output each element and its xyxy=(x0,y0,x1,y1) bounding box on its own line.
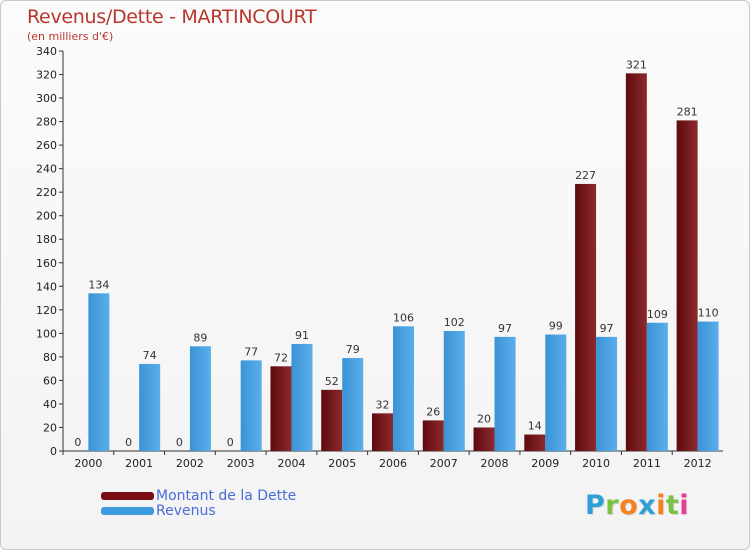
x-tick-label: 2009 xyxy=(531,457,559,470)
y-tick-label: 300 xyxy=(36,92,57,105)
y-tick-label: 120 xyxy=(36,304,57,317)
revenue-bar xyxy=(444,331,465,451)
logo-letter: P xyxy=(585,490,605,521)
debt-value-label: 0 xyxy=(125,436,132,449)
legend-label-revenue: Revenus xyxy=(156,503,216,519)
debt-value-label: 26 xyxy=(426,405,440,418)
debt-bar xyxy=(474,427,495,451)
x-tick-label: 2004 xyxy=(277,457,305,470)
y-tick-label: 260 xyxy=(36,139,57,152)
x-tick-label: 2005 xyxy=(328,457,356,470)
y-tick-label: 140 xyxy=(36,280,57,293)
y-tick-label: 220 xyxy=(36,186,57,199)
y-tick-label: 340 xyxy=(36,45,57,58)
debt-value-label: 20 xyxy=(477,412,491,425)
x-tick-label: 2002 xyxy=(176,457,204,470)
x-tick-label: 2001 xyxy=(125,457,153,470)
legend-label-debt: Montant de la Dette xyxy=(156,488,296,504)
revenue-bar xyxy=(190,346,211,451)
x-tick-label: 2007 xyxy=(430,457,458,470)
revenue-bar xyxy=(342,358,363,451)
legend-swatch-debt xyxy=(101,492,154,500)
y-tick-label: 20 xyxy=(43,421,57,434)
x-tick-label: 2003 xyxy=(227,457,255,470)
revenue-value-label: 106 xyxy=(393,311,414,324)
debt-bar xyxy=(321,390,342,451)
debt-bar xyxy=(423,420,444,451)
debt-value-label: 52 xyxy=(325,375,339,388)
revenue-bar xyxy=(698,322,719,451)
debt-bar xyxy=(524,435,545,451)
proxiti-logo: Proxiti xyxy=(585,490,689,521)
revenue-value-label: 74 xyxy=(143,349,157,362)
revenue-bar xyxy=(596,337,617,451)
logo-letter: i xyxy=(679,490,689,521)
y-tick-label: 320 xyxy=(36,69,57,82)
revenue-value-label: 77 xyxy=(244,345,258,358)
x-tick-label: 2010 xyxy=(582,457,610,470)
debt-bar xyxy=(575,184,596,451)
debt-value-label: 227 xyxy=(575,169,596,182)
debt-bar xyxy=(626,73,647,451)
debt-value-label: 0 xyxy=(176,436,183,449)
debt-value-label: 32 xyxy=(376,398,390,411)
legend-item-debt: Montant de la Dette xyxy=(101,488,296,503)
revenue-bar xyxy=(139,364,160,451)
y-tick-label: 40 xyxy=(43,398,57,411)
logo-letter: o xyxy=(619,490,638,521)
y-tick-label: 100 xyxy=(36,327,57,340)
revenue-bar xyxy=(495,337,516,451)
revenue-value-label: 79 xyxy=(346,343,360,356)
revenue-value-label: 89 xyxy=(193,331,207,344)
revenue-value-label: 99 xyxy=(549,320,563,333)
debt-value-label: 0 xyxy=(74,436,81,449)
revenue-bar xyxy=(291,344,312,451)
y-tick-label: 60 xyxy=(43,374,57,387)
revenue-bar xyxy=(241,360,262,451)
debt-value-label: 321 xyxy=(626,58,647,71)
legend-swatch-revenue xyxy=(101,507,154,515)
y-tick-label: 80 xyxy=(43,351,57,364)
debt-value-label: 14 xyxy=(528,420,542,433)
y-tick-label: 0 xyxy=(50,445,57,458)
debt-value-label: 281 xyxy=(677,105,698,118)
revenue-bar xyxy=(393,326,414,451)
debt-bar xyxy=(270,366,291,451)
legend: Montant de la Dette Revenus xyxy=(101,488,296,518)
revenue-value-label: 110 xyxy=(698,307,719,320)
revenue-bar xyxy=(545,335,566,451)
logo-letter: x xyxy=(638,490,656,521)
x-tick-label: 2012 xyxy=(684,457,712,470)
y-tick-label: 240 xyxy=(36,163,57,176)
logo-letter: i xyxy=(656,490,666,521)
debt-bar xyxy=(372,413,393,451)
logo-letter: t xyxy=(666,490,679,521)
revenue-value-label: 102 xyxy=(444,316,465,329)
revenue-bar xyxy=(88,293,109,451)
y-tick-label: 200 xyxy=(36,210,57,223)
revenue-value-label: 91 xyxy=(295,329,309,342)
y-tick-label: 280 xyxy=(36,116,57,129)
x-tick-label: 2006 xyxy=(379,457,407,470)
x-tick-label: 2008 xyxy=(481,457,509,470)
debt-value-label: 0 xyxy=(227,436,234,449)
revenue-value-label: 97 xyxy=(498,322,512,335)
debt-value-label: 72 xyxy=(274,351,288,364)
y-tick-label: 180 xyxy=(36,233,57,246)
x-tick-label: 2000 xyxy=(74,457,102,470)
revenue-value-label: 134 xyxy=(88,278,109,291)
legend-item-revenue: Revenus xyxy=(101,503,296,518)
revenue-bar xyxy=(647,323,668,451)
revenue-value-label: 109 xyxy=(647,308,668,321)
logo-letter: r xyxy=(605,490,619,521)
y-tick-label: 160 xyxy=(36,257,57,270)
x-tick-label: 2011 xyxy=(633,457,661,470)
debt-bar xyxy=(677,120,698,451)
revenue-value-label: 97 xyxy=(600,322,614,335)
